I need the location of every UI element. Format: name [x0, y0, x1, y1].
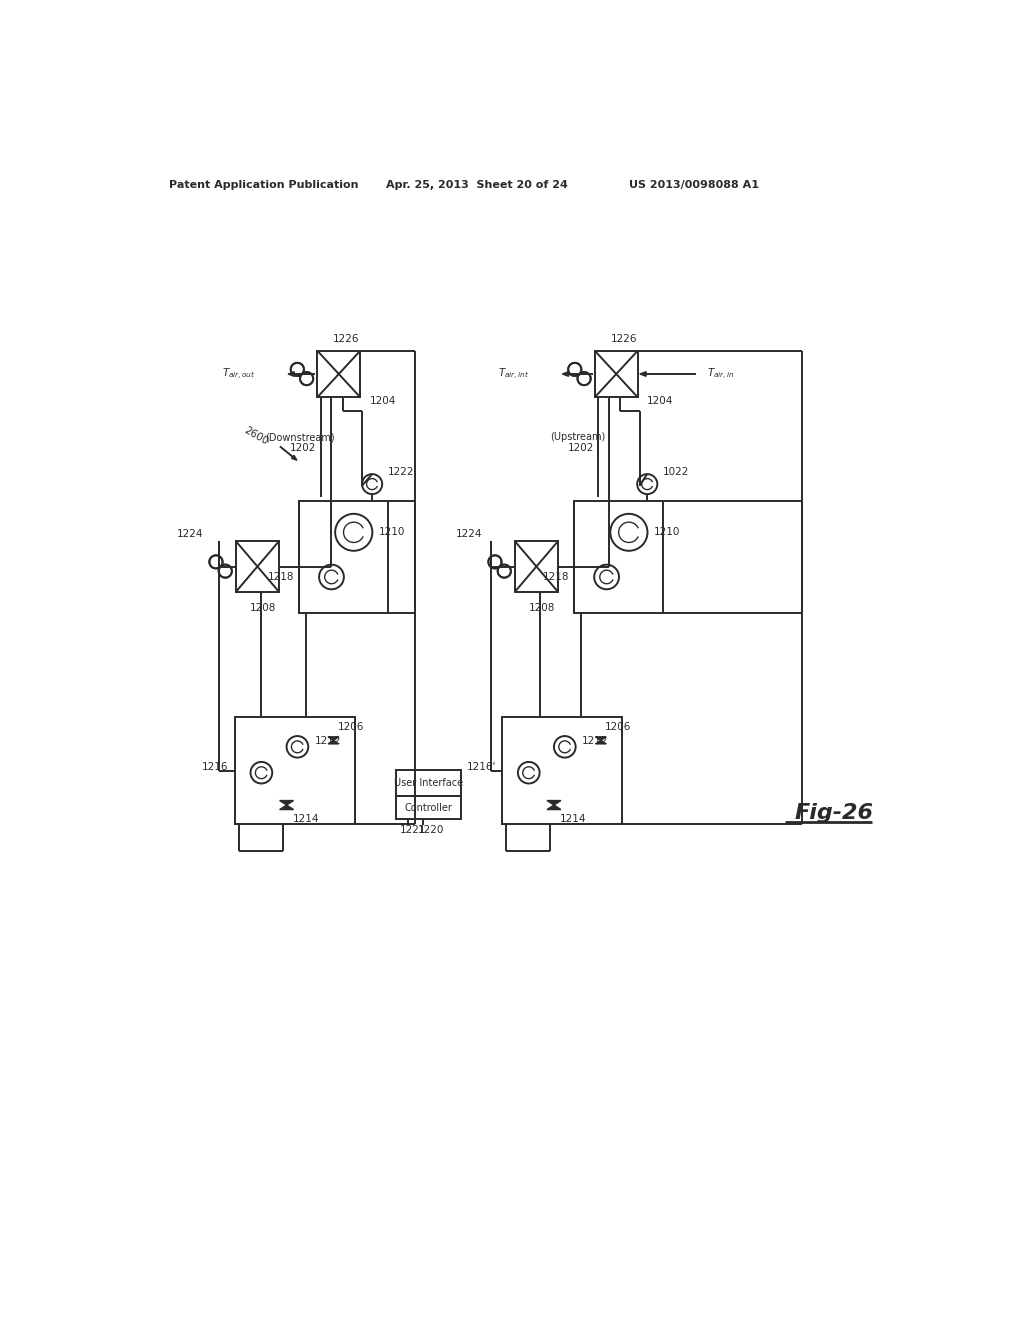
Text: 1208: 1208	[528, 603, 555, 614]
Text: 1218: 1218	[544, 572, 569, 582]
Circle shape	[287, 737, 308, 758]
Bar	[317, 351, 360, 397]
Bar	[595, 351, 638, 397]
Text: 1208: 1208	[250, 603, 276, 614]
Circle shape	[319, 565, 344, 589]
Polygon shape	[292, 455, 297, 461]
Text: 1216': 1216'	[467, 762, 496, 772]
Circle shape	[335, 513, 373, 550]
Text: User Interface: User Interface	[394, 777, 463, 788]
Circle shape	[610, 513, 647, 550]
Text: 1204: 1204	[370, 396, 396, 407]
Text: 1224: 1224	[177, 529, 204, 539]
Text: 1224: 1224	[456, 529, 482, 539]
Bar	[503, 717, 623, 825]
Bar	[396, 770, 461, 796]
Text: $T_{air, in}$: $T_{air, in}$	[708, 367, 735, 381]
Polygon shape	[280, 800, 294, 805]
Text: 1218: 1218	[268, 572, 295, 582]
Text: 1202: 1202	[290, 444, 316, 453]
Text: 2600: 2600	[243, 425, 270, 446]
Circle shape	[637, 474, 657, 494]
Text: 1220: 1220	[418, 825, 444, 834]
Polygon shape	[595, 741, 606, 744]
Text: 1212: 1212	[314, 735, 341, 746]
Circle shape	[594, 565, 618, 589]
Text: (Downstream): (Downstream)	[265, 432, 335, 442]
Text: 1221: 1221	[400, 825, 427, 834]
Text: Fig-26: Fig-26	[795, 803, 873, 822]
Bar	[515, 541, 558, 591]
Polygon shape	[562, 372, 568, 376]
Text: 1212: 1212	[582, 735, 608, 746]
Text: 1226: 1226	[610, 334, 637, 343]
Text: (Upstream): (Upstream)	[550, 432, 605, 442]
Text: 1214: 1214	[293, 814, 319, 824]
Text: 1216: 1216	[203, 762, 228, 772]
Text: Apr. 25, 2013  Sheet 20 of 24: Apr. 25, 2013 Sheet 20 of 24	[386, 181, 567, 190]
Polygon shape	[288, 372, 294, 376]
Text: Patent Application Publication: Patent Application Publication	[169, 181, 358, 190]
Polygon shape	[547, 805, 561, 809]
Text: 1210: 1210	[379, 527, 404, 537]
Circle shape	[362, 474, 382, 494]
Bar	[396, 796, 461, 818]
Text: 1206: 1206	[337, 722, 364, 731]
Text: $T_{air, int}$: $T_{air, int}$	[498, 367, 529, 381]
Circle shape	[251, 762, 272, 784]
Bar	[299, 502, 388, 612]
Polygon shape	[328, 737, 339, 741]
Text: Controller: Controller	[404, 803, 453, 813]
Text: 1022: 1022	[663, 467, 689, 477]
Text: 1204: 1204	[647, 396, 674, 407]
Polygon shape	[547, 800, 561, 805]
Polygon shape	[595, 737, 606, 741]
Polygon shape	[640, 372, 646, 376]
Polygon shape	[328, 741, 339, 744]
Circle shape	[518, 762, 540, 784]
Text: 1206: 1206	[605, 722, 631, 731]
Polygon shape	[280, 805, 294, 809]
Bar	[234, 717, 355, 825]
Text: 1210: 1210	[653, 527, 680, 537]
Text: US 2013/0098088 A1: US 2013/0098088 A1	[629, 181, 759, 190]
Text: 1202: 1202	[567, 444, 594, 453]
Circle shape	[554, 737, 575, 758]
Bar	[573, 502, 663, 612]
Text: 1222: 1222	[388, 467, 414, 477]
Text: 1226: 1226	[333, 334, 359, 343]
Text: $T_{air,out}$: $T_{air,out}$	[222, 367, 255, 381]
Bar	[237, 541, 279, 591]
Text: 1214: 1214	[560, 814, 587, 824]
